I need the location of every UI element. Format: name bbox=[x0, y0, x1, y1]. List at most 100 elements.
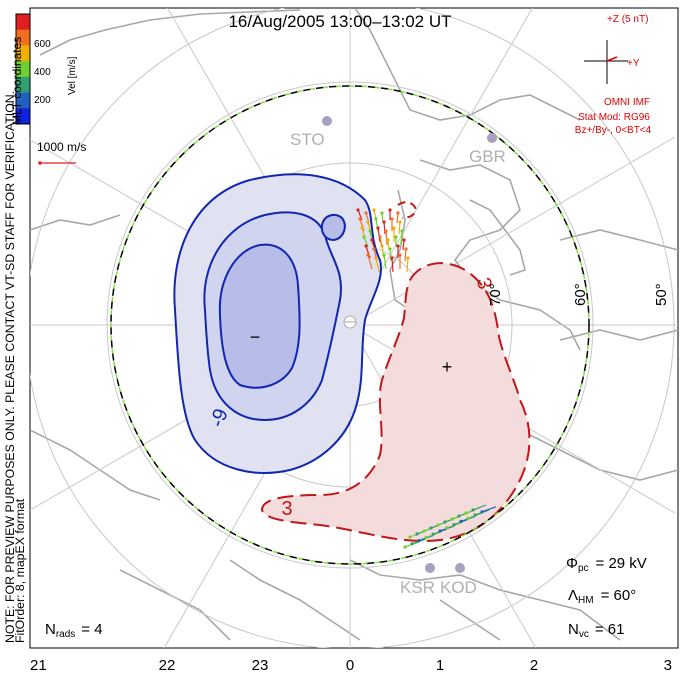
velocity-colorbar bbox=[15, 13, 31, 125]
velocity-vector-dot bbox=[374, 256, 378, 260]
velocity-vector-dot bbox=[364, 211, 368, 215]
colorbar-swatch bbox=[16, 108, 30, 125]
velocity-vector-dot bbox=[429, 526, 433, 530]
velocity-vector-dot bbox=[370, 238, 374, 242]
fit-order-label: FitOrder: 8, mapEX format bbox=[13, 498, 27, 643]
positive-cell-contour bbox=[260, 262, 531, 542]
velocity-vector-dot bbox=[406, 256, 410, 260]
colorbar-tick-400: 400 bbox=[34, 67, 51, 78]
station-sto: STO bbox=[290, 116, 332, 149]
velocity-vector-dot bbox=[384, 229, 388, 233]
lat-label-70: 70° bbox=[487, 283, 504, 306]
hm-boundary-dots bbox=[110, 85, 590, 565]
velocity-vector-dot bbox=[368, 229, 372, 233]
colorbar-swatch bbox=[16, 92, 30, 109]
colorbar-swatch bbox=[16, 61, 30, 78]
velocity-vector bbox=[402, 239, 405, 251]
negative-cell-inner bbox=[218, 243, 301, 389]
velocity-vector-dot bbox=[415, 532, 419, 536]
velocity-vector bbox=[367, 254, 373, 270]
positive-cell-sign: + bbox=[442, 357, 453, 377]
station-label-kod: KOD bbox=[440, 578, 477, 597]
station-kod: KOD bbox=[440, 563, 477, 597]
velocity-vector-dot bbox=[372, 247, 376, 251]
velocity-vector-dot bbox=[402, 238, 406, 242]
velocity-vector bbox=[377, 227, 381, 243]
velocity-vector bbox=[404, 248, 407, 262]
velocity-vector-dot bbox=[372, 208, 376, 212]
velocity-vector-dot bbox=[450, 517, 454, 521]
phi-pc-stat: Φpc = 29 kV bbox=[566, 555, 647, 574]
colorbar-swatch bbox=[16, 45, 30, 62]
n-rads-stat: Nrads = 4 bbox=[45, 621, 103, 640]
velocity-vector-dot bbox=[445, 526, 449, 530]
velocity-vector-dot bbox=[398, 220, 402, 224]
mlt-tick-label: 0 bbox=[346, 657, 354, 674]
imf-model: Stat Mod: RG96 bbox=[578, 112, 650, 123]
lat-label-50: 50° bbox=[653, 283, 670, 306]
velocity-vector bbox=[365, 245, 371, 259]
station-gbr: GBR bbox=[469, 133, 506, 166]
velocity-vector bbox=[383, 254, 387, 270]
velocity-vector-dot bbox=[388, 247, 392, 251]
imf-source: OMNI IMF bbox=[604, 97, 650, 108]
velocity-vector-dot bbox=[431, 532, 435, 536]
velocity-vector-dot bbox=[366, 220, 370, 224]
velocity-vector-dot bbox=[400, 229, 404, 233]
n-vc-stat: Nvc = 61 bbox=[568, 621, 624, 640]
velocity-vector bbox=[398, 221, 401, 235]
imf-y-label: +Y bbox=[627, 58, 640, 69]
velocity-vector-dot bbox=[358, 217, 362, 221]
mlt-coordinates-label: MLT coordinates bbox=[10, 37, 24, 125]
mlt-tick-label: 23 bbox=[252, 657, 269, 674]
positive-cell-small-contour bbox=[397, 201, 418, 219]
velocity-vector bbox=[391, 257, 394, 273]
velocity-vector-dot bbox=[390, 256, 394, 260]
velocity-vector-dot bbox=[392, 226, 396, 230]
velocity-vector-dot bbox=[466, 516, 470, 520]
station-ksr: KSR bbox=[400, 563, 435, 597]
imf-vector bbox=[606, 56, 618, 62]
preview-note: NOTE: FOR PREVIEW PURPOSES ONLY. PLEASE … bbox=[3, 91, 17, 643]
velocity-vector-dot bbox=[382, 253, 386, 257]
mlt-tick-label: 22 bbox=[159, 657, 176, 674]
velocity-vector-dot bbox=[473, 513, 477, 517]
velocity-vector-dot bbox=[417, 539, 421, 543]
velocity-vector-dot bbox=[386, 238, 390, 242]
velocity-vector-dot bbox=[408, 535, 412, 539]
velocity-vector bbox=[406, 257, 409, 273]
velocity-vector-dot bbox=[457, 514, 461, 518]
pole-marker bbox=[343, 315, 357, 329]
velocity-vector bbox=[472, 504, 487, 511]
coastlines bbox=[30, 8, 678, 641]
velocity-vector-dot bbox=[378, 235, 382, 239]
velocity-vector-dot bbox=[459, 519, 463, 524]
map-title: 16/Aug/2005 13:00–13:02 UT bbox=[228, 12, 451, 31]
colorbar-swatch bbox=[16, 76, 30, 94]
colorbar-swatch bbox=[16, 29, 30, 46]
mlt-tick-label: 2 bbox=[530, 657, 538, 674]
colorbar-border bbox=[15, 13, 31, 125]
velocity-vector-dot bbox=[438, 529, 442, 533]
velocity-vector bbox=[359, 218, 365, 232]
velocity-vector-dot bbox=[452, 523, 456, 527]
station-label-sto: STO bbox=[290, 130, 325, 149]
velocity-vector-dot bbox=[422, 529, 426, 533]
imf-z-label: +Z (5 nT) bbox=[607, 14, 648, 25]
negative-cell-secondary bbox=[320, 213, 346, 242]
station-label-gbr: GBR bbox=[469, 147, 506, 166]
velocity-vector-dot bbox=[396, 211, 400, 215]
velocity-vector bbox=[385, 230, 388, 246]
velocity-vector-dot bbox=[388, 208, 392, 212]
station-label-ksr: KSR bbox=[400, 578, 435, 597]
velocity-vector bbox=[481, 506, 497, 513]
colorbar-tick-200: 200 bbox=[34, 95, 51, 106]
mlt-tick-label: 3 bbox=[664, 657, 672, 674]
velocity-vector-dot bbox=[394, 235, 398, 239]
contour-label-positive-top: 3 bbox=[472, 275, 496, 291]
velocity-vector-dot bbox=[404, 247, 408, 251]
velocity-vector-dot bbox=[364, 244, 368, 248]
velocity-vector-dot bbox=[390, 217, 394, 221]
mlt-tick-label: 1 bbox=[436, 657, 444, 674]
